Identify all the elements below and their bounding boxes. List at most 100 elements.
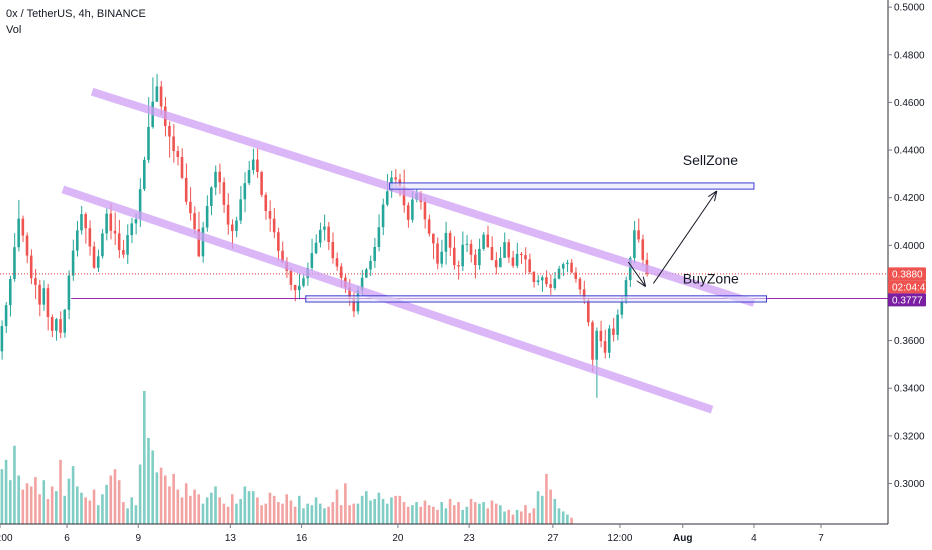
- candle-body: [302, 278, 305, 286]
- volume-bar: [461, 509, 464, 524]
- time-tick-label: 20: [392, 533, 404, 544]
- time-tick-label: 27: [547, 533, 559, 544]
- candle-body: [117, 233, 121, 251]
- arrow-line[interactable]: [653, 192, 716, 284]
- volume-bar: [390, 497, 393, 524]
- volume-bar: [494, 503, 498, 524]
- sellzone-label[interactable]: SellZone: [683, 152, 738, 168]
- volume-bar: [553, 498, 557, 524]
- candle-body: [578, 278, 582, 290]
- volume-bar: [365, 491, 368, 524]
- candle-body: [478, 248, 481, 266]
- volume-bar: [457, 502, 460, 524]
- volume-bar: [117, 480, 121, 524]
- volume-indicator-label: Vol: [6, 24, 22, 36]
- volume-bar: [411, 505, 414, 524]
- candle-body: [536, 280, 540, 283]
- time-tick-label: 4: [751, 533, 757, 544]
- candle-body: [641, 239, 645, 260]
- candles-layer: [0, 73, 649, 398]
- time-axis[interactable]: 12:00 6 9 13 16 20 23 27 12:00 Aug 4 7: [0, 523, 888, 544]
- price-axis[interactable]: 0.5000 0.4800 0.4600 0.4400 0.4200 0.4000 0.36…: [887, 0, 932, 550]
- price-tick-label: 0.4800: [894, 50, 925, 61]
- candle-body: [515, 253, 519, 266]
- current-price-tag: 0.3880: [892, 269, 923, 280]
- candle-body: [180, 156, 184, 178]
- price-tick-label: 0.5000: [894, 3, 925, 14]
- candle-body: [122, 250, 125, 255]
- candle-body: [511, 257, 515, 266]
- volume-bar: [4, 459, 8, 524]
- volume-bar: [172, 473, 175, 524]
- candle-body: [105, 213, 108, 234]
- volume-bar: [180, 497, 184, 524]
- candle-body: [444, 232, 448, 252]
- candle-body: [235, 220, 238, 232]
- level-price-tag-background: [888, 293, 926, 307]
- candle-body: [42, 288, 46, 305]
- candle-body: [172, 136, 175, 152]
- candle-body: [101, 233, 104, 257]
- arrow-line[interactable]: [627, 261, 645, 286]
- volume-bar: [561, 511, 565, 524]
- volume-bar: [545, 473, 548, 524]
- buyzone-rectangle[interactable]: [305, 295, 768, 303]
- volume-bar: [310, 505, 314, 524]
- volume-bar: [281, 503, 284, 524]
- volume-bar: [239, 498, 242, 524]
- price-tick-label: 0.3200: [894, 431, 925, 442]
- volume-bar: [88, 500, 92, 524]
- candle-body: [297, 285, 301, 291]
- candle-body: [318, 229, 322, 243]
- volume-bar: [448, 498, 452, 524]
- candle-body: [134, 219, 138, 224]
- candle-body: [427, 219, 431, 234]
- volume-bar: [385, 503, 389, 524]
- candle-body: [214, 171, 217, 188]
- candle-body: [473, 254, 477, 266]
- candle-body: [289, 270, 293, 285]
- candle-body: [599, 330, 603, 342]
- drawings-layer[interactable]: SellZone BuyZone: [0, 87, 888, 414]
- volume-bar: [205, 497, 209, 524]
- bar-countdown-tag-background: [888, 280, 926, 294]
- candle-body: [243, 183, 247, 200]
- candle-body: [385, 191, 389, 205]
- volume-bar: [377, 492, 381, 524]
- price-tick-label: 0.3000: [894, 479, 925, 490]
- volume-bar: [42, 480, 46, 524]
- volume-bar: [251, 491, 255, 524]
- volume-bar: [335, 489, 339, 524]
- volume-bar: [260, 505, 263, 524]
- candle-body: [55, 319, 58, 331]
- candle-body: [29, 255, 33, 279]
- candle-body: [490, 246, 494, 261]
- volume-bar: [297, 495, 301, 524]
- volume-bar: [528, 513, 531, 524]
- sellzone-rectangle[interactable]: [389, 182, 755, 190]
- candle-body: [193, 213, 196, 230]
- volume-bar: [289, 500, 293, 524]
- candle-body: [637, 230, 640, 240]
- volume-bar: [143, 390, 146, 524]
- volume-bar: [264, 503, 268, 524]
- candle-body: [46, 288, 50, 318]
- candle-body: [528, 259, 531, 273]
- candle-body: [339, 266, 343, 278]
- volume-bar: [566, 514, 569, 524]
- candle-body: [595, 330, 598, 360]
- candle-body: [247, 170, 251, 184]
- volume-bar: [293, 506, 297, 524]
- volume-bar: [511, 514, 515, 524]
- volume-bar: [151, 450, 154, 524]
- candle-body: [323, 226, 326, 230]
- candle-body: [260, 171, 263, 195]
- candle-body: [603, 341, 607, 353]
- candle-body: [50, 317, 54, 331]
- candle-body: [461, 244, 464, 267]
- candle-body: [624, 280, 628, 302]
- volume-layer: [0, 390, 573, 524]
- buyzone-label[interactable]: BuyZone: [683, 270, 739, 286]
